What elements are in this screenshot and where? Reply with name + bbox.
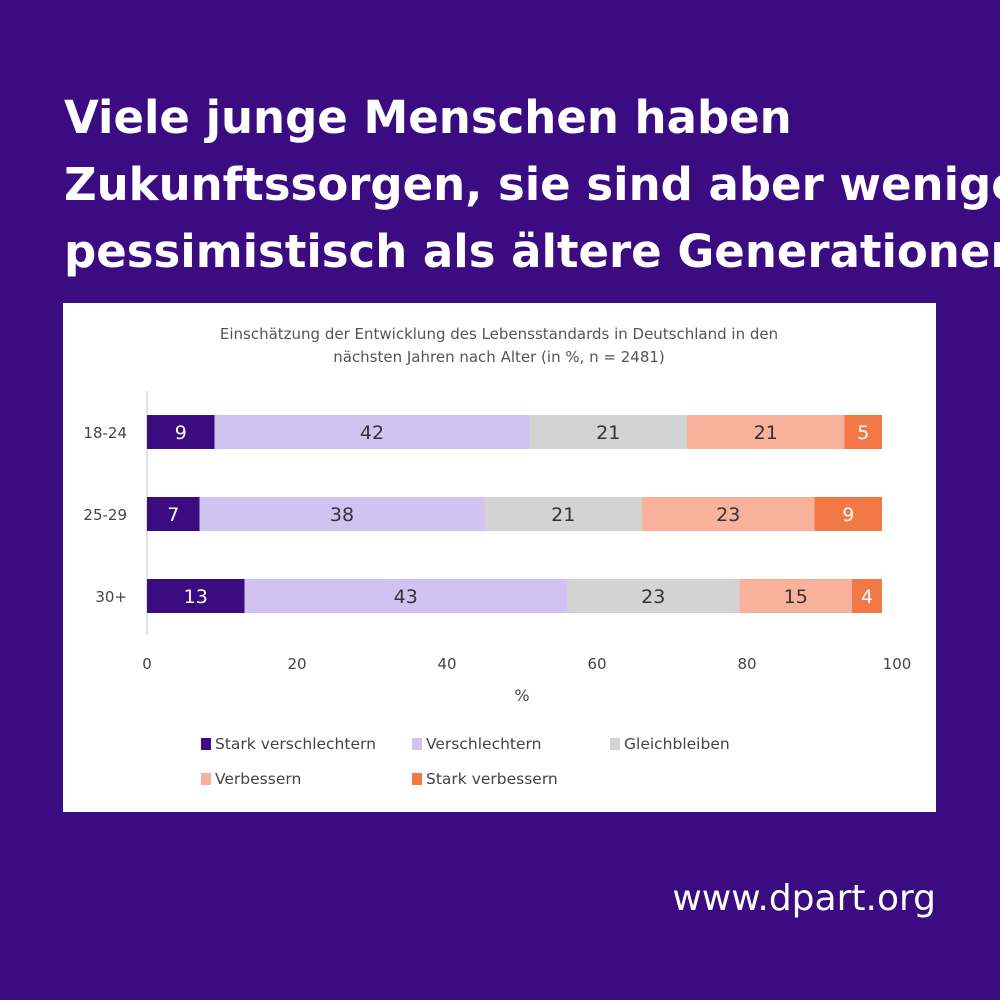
x-tick-label-80: 80 — [737, 655, 756, 673]
bar-value-18-24-gleichbleiben: 21 — [596, 422, 620, 444]
bar-value-25-29-gleichbleiben: 21 — [551, 504, 575, 526]
legend-swatch-stark-verschlechtern — [201, 738, 211, 750]
headline-line-2: Zukunftssorgen, sie sind aber weniger — [64, 158, 1000, 211]
x-tick-label-100: 100 — [883, 655, 912, 673]
bar-25-29-stark-verschlechtern — [147, 497, 200, 531]
headline-line-1: Viele junge Menschen haben — [64, 91, 792, 144]
x-tick-label-20: 20 — [287, 655, 306, 673]
bar-18-24-gleichbleiben — [529, 415, 687, 449]
bar-value-18-24-stark-verbessern: 5 — [857, 422, 869, 444]
legend-swatch-verschlechtern — [412, 738, 422, 750]
bar-30+-stark-verschlechtern — [147, 579, 245, 613]
bar-25-29-gleichbleiben — [484, 497, 642, 531]
stacked-bar-chart: Einschätzung der Entwicklung des Lebenss… — [83, 325, 912, 788]
chart-title-line-2: nächsten Jahren nach Alter (in %, n = 24… — [333, 348, 665, 366]
bar-value-30+-verbessern: 15 — [784, 586, 808, 608]
bar-18-24-verbessern — [687, 415, 845, 449]
bar-25-29-verschlechtern — [199, 497, 485, 531]
legend-label-stark-verschlechtern: Stark verschlechtern — [215, 735, 376, 753]
legend-label-gleichbleiben: Gleichbleiben — [624, 735, 730, 753]
bar-value-18-24-verbessern: 21 — [754, 422, 778, 444]
bar-value-18-24-verschlechtern: 42 — [360, 422, 384, 444]
bar-value-25-29-verbessern: 23 — [716, 504, 740, 526]
bar-value-30+-stark-verbessern: 4 — [861, 586, 873, 608]
headline-line-3: pessimistisch als ältere Generationen — [64, 225, 1000, 278]
category-label-30+: 30+ — [95, 588, 127, 606]
bar-30+-verbessern — [739, 579, 852, 613]
category-label-25-29: 25-29 — [83, 506, 127, 524]
bar-value-30+-verschlechtern: 43 — [394, 586, 418, 608]
legend-swatch-gleichbleiben — [610, 738, 620, 750]
x-tick-label-0: 0 — [142, 655, 152, 673]
x-axis-label: % — [514, 686, 529, 705]
bar-value-25-29-verschlechtern: 38 — [330, 504, 354, 526]
legend-label-stark-verbessern: Stark verbessern — [426, 770, 558, 788]
bar-value-30+-gleichbleiben: 23 — [641, 586, 665, 608]
bar-25-29-verbessern — [642, 497, 815, 531]
bar-value-30+-stark-verschlechtern: 13 — [184, 586, 208, 608]
bar-30+-verschlechtern — [244, 579, 567, 613]
bar-25-29-stark-verbessern — [814, 497, 882, 531]
website-url[interactable]: www.dpart.org — [672, 878, 936, 919]
bar-30+-stark-verbessern — [852, 579, 882, 613]
legend-swatch-stark-verbessern — [412, 773, 422, 785]
bar-value-18-24-stark-verschlechtern: 9 — [175, 422, 187, 444]
legend-label-verschlechtern: Verschlechtern — [426, 735, 541, 753]
category-label-18-24: 18-24 — [83, 424, 127, 442]
bar-18-24-stark-verbessern — [844, 415, 882, 449]
chart-title-line-1: Einschätzung der Entwicklung des Lebenss… — [220, 325, 778, 343]
x-tick-label-60: 60 — [587, 655, 606, 673]
chart-card: Einschätzung der Entwicklung des Lebenss… — [63, 303, 936, 812]
bar-18-24-stark-verschlechtern — [147, 415, 215, 449]
headline: Viele junge Menschen haben Zukunftssorge… — [64, 84, 1000, 285]
legend-swatch-verbessern — [201, 773, 211, 785]
legend-label-verbessern: Verbessern — [215, 770, 301, 788]
bar-30+-gleichbleiben — [567, 579, 740, 613]
bar-value-25-29-stark-verschlechtern: 7 — [167, 504, 179, 526]
x-tick-label-40: 40 — [437, 655, 456, 673]
bar-18-24-verschlechtern — [214, 415, 530, 449]
bar-value-25-29-stark-verbessern: 9 — [842, 504, 854, 526]
